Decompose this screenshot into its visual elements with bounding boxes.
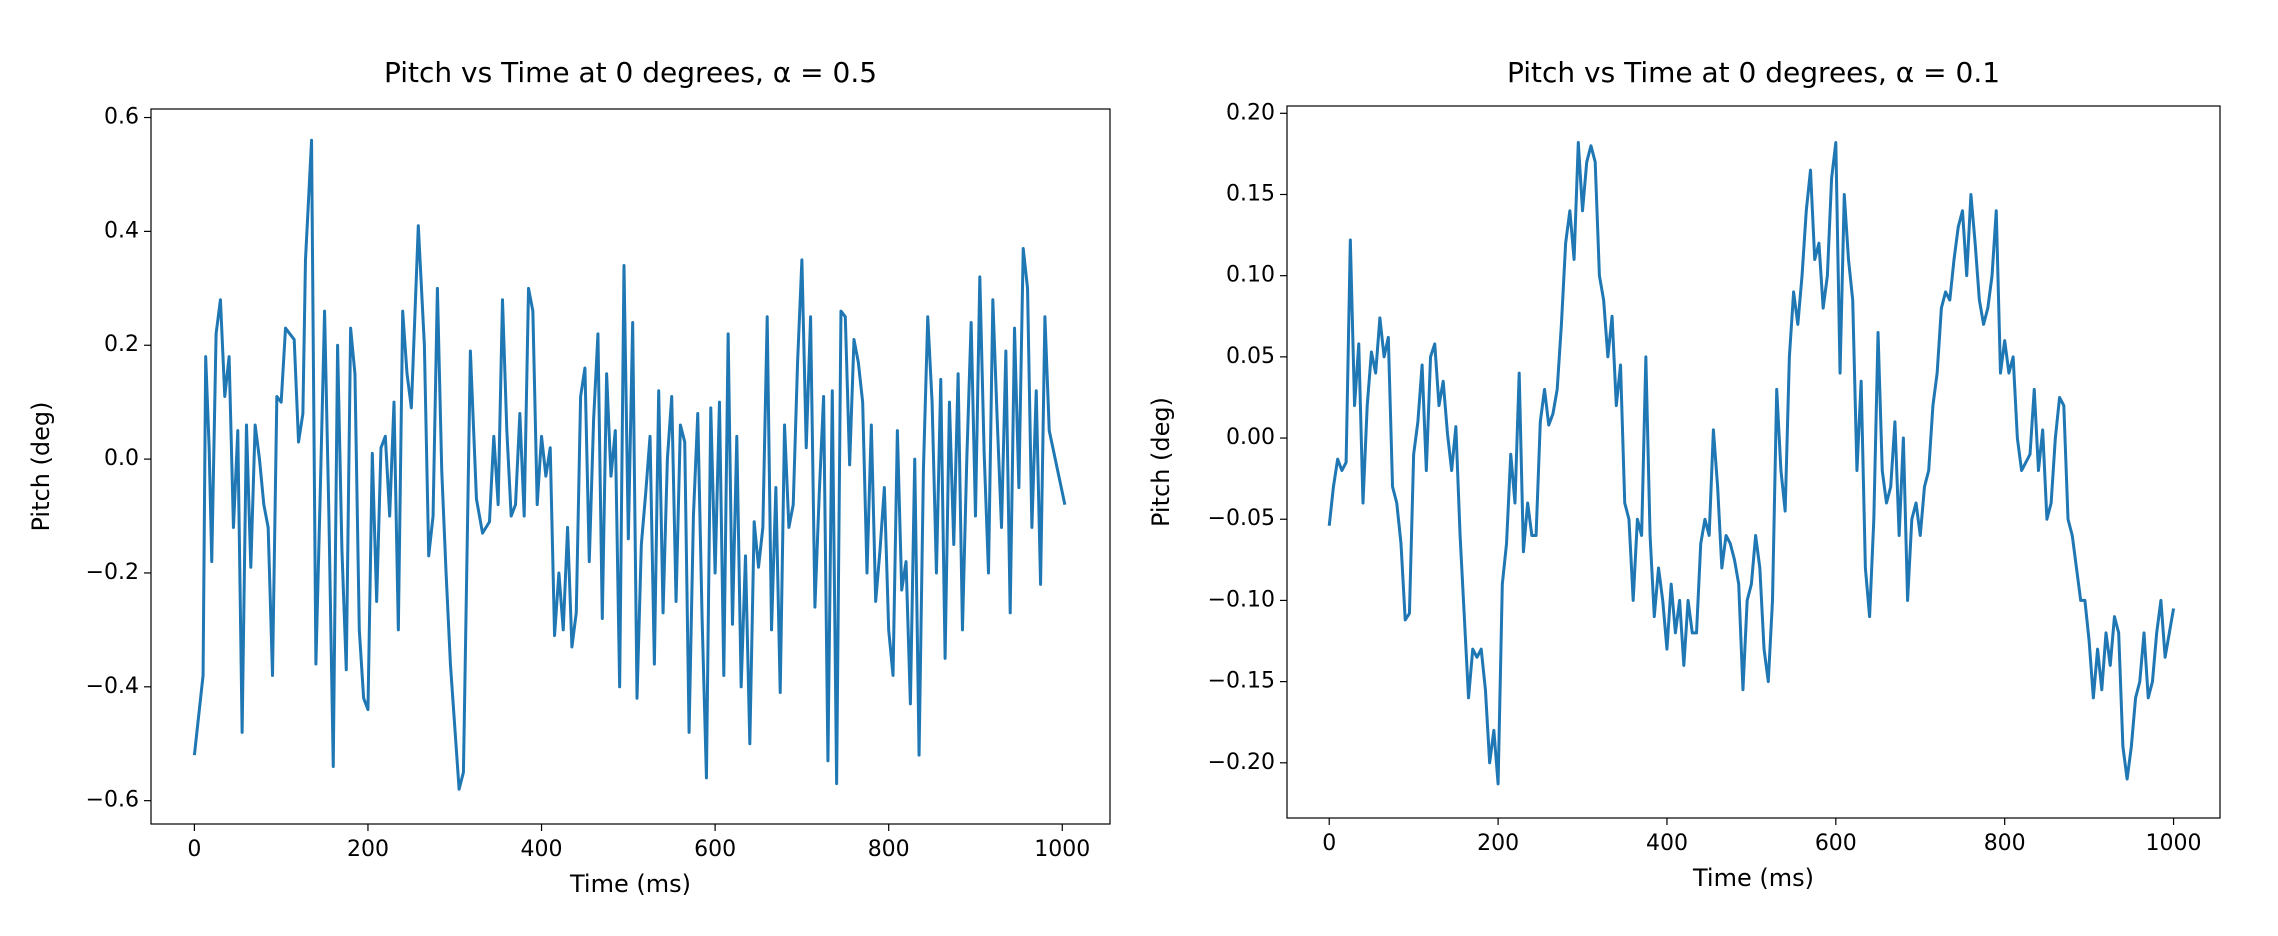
x-tick-label: 1000 xyxy=(1034,837,1090,862)
y-tick-label: 0.05 xyxy=(1226,344,1275,369)
chart-title: Pitch vs Time at 0 degrees, α = 0.5 xyxy=(384,56,877,89)
y-tick-label: 0.20 xyxy=(1226,100,1275,125)
x-tick-label: 400 xyxy=(521,837,563,862)
y-tick-label: 0.6 xyxy=(104,105,139,130)
y-tick-label: −0.6 xyxy=(86,788,139,813)
y-axis-label: Pitch (deg) xyxy=(1147,397,1175,527)
y-tick-label: −0.20 xyxy=(1208,750,1275,775)
y-tick-label: −0.05 xyxy=(1208,506,1275,531)
x-tick-label: 800 xyxy=(868,837,910,862)
x-tick-label: 800 xyxy=(1984,831,2026,856)
y-tick-label: −0.4 xyxy=(86,674,139,699)
data-line xyxy=(192,138,1067,791)
y-tick-label: −0.10 xyxy=(1208,587,1275,612)
axes-frame xyxy=(150,108,1111,825)
chart-title: Pitch vs Time at 0 degrees, α = 0.1 xyxy=(1507,56,2000,89)
y-tick-label: 0.00 xyxy=(1226,425,1275,450)
x-tick-label: 0 xyxy=(187,837,201,862)
y-tick-label: −0.15 xyxy=(1208,669,1275,694)
x-tick-label: 400 xyxy=(1646,831,1688,856)
y-tick-label: 0.0 xyxy=(104,446,139,471)
y-tick-label: 0.2 xyxy=(104,332,139,357)
x-tick-label: 200 xyxy=(1477,831,1519,856)
data-line xyxy=(1327,141,2176,786)
y-tick-label: 0.15 xyxy=(1226,181,1275,206)
x-tick-label: 1000 xyxy=(2146,831,2202,856)
x-tick-label: 200 xyxy=(347,837,389,862)
x-axis-label: Time (ms) xyxy=(1692,864,1814,892)
x-tick-label: 600 xyxy=(1815,831,1857,856)
y-axis-label: Pitch (deg) xyxy=(27,401,55,531)
y-tick-label: 0.10 xyxy=(1226,263,1275,288)
y-tick-label: 0.4 xyxy=(104,218,139,243)
x-tick-label: 0 xyxy=(1322,831,1336,856)
x-axis-label: Time (ms) xyxy=(569,870,691,898)
x-tick-label: 600 xyxy=(694,837,736,862)
y-tick-label: −0.2 xyxy=(86,560,139,585)
axes-frame xyxy=(1286,105,2221,819)
